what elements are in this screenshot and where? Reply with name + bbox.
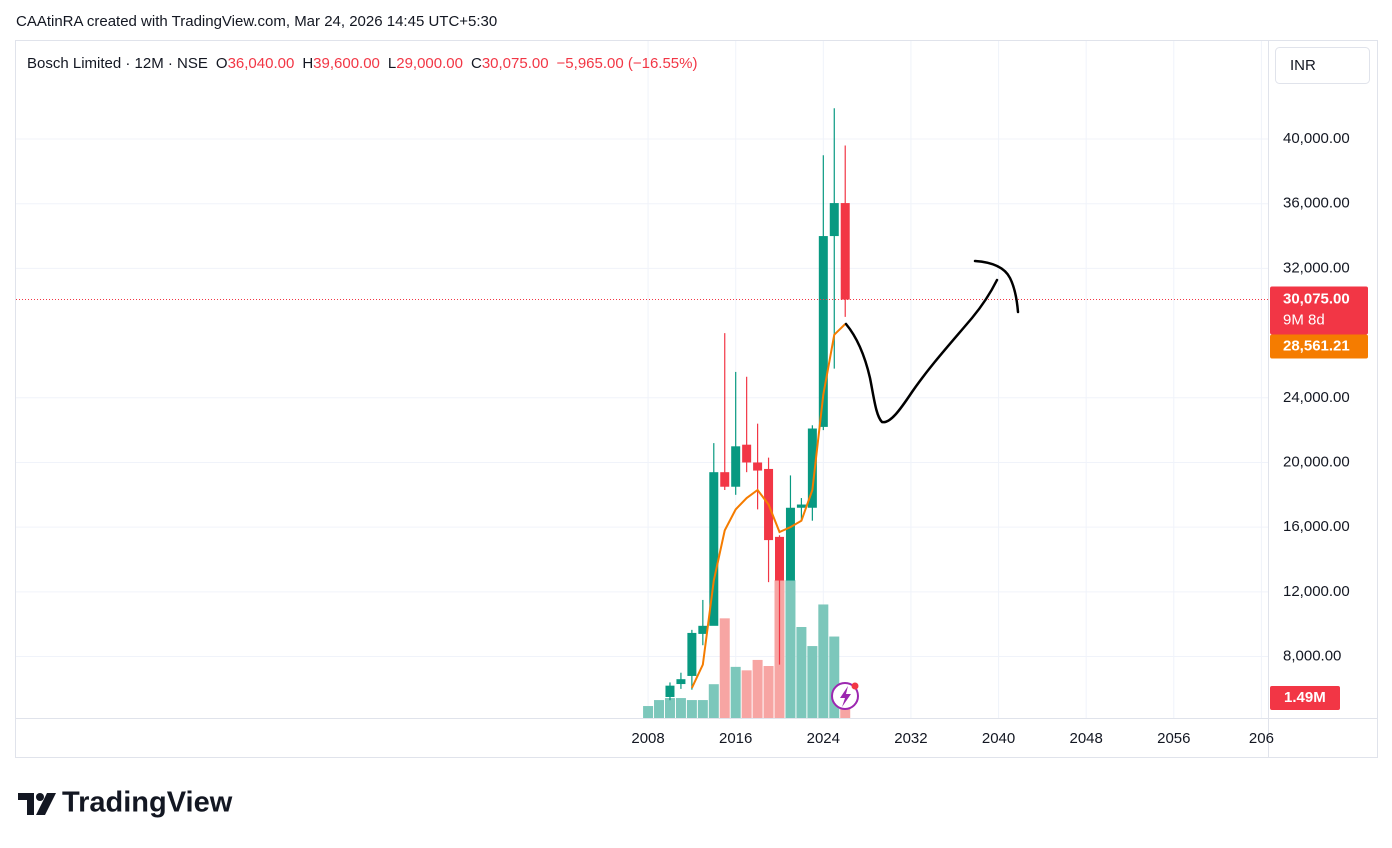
logo-text: TradingView bbox=[62, 787, 233, 819]
volume-bar bbox=[719, 618, 730, 718]
ohlc-key: O bbox=[216, 55, 228, 72]
y-tick-label: 12,000.00 bbox=[1283, 583, 1350, 600]
volume-bar bbox=[643, 706, 654, 718]
last-price-box bbox=[1270, 286, 1368, 335]
ohlc-value: 29,000.00 bbox=[396, 55, 463, 72]
ma-price-label: 28,561.21 bbox=[1283, 338, 1350, 355]
candle-body bbox=[775, 536, 785, 581]
x-tick-label: 2024 bbox=[807, 730, 840, 747]
change: −5,965.00 (−16.55%) bbox=[557, 55, 698, 72]
volume-bar bbox=[654, 700, 665, 718]
symbol-legend: Bosch Limited · 12M · NSE O36,040.00 H39,6… bbox=[27, 55, 698, 72]
drawing-stroke bbox=[973, 259, 1020, 314]
volume-bar bbox=[697, 700, 708, 718]
ohlc-key: C bbox=[471, 55, 482, 72]
candle-body bbox=[698, 625, 708, 634]
y-tick-label: 32,000.00 bbox=[1283, 259, 1350, 276]
y-tick-label: 24,000.00 bbox=[1283, 389, 1350, 406]
candle-body bbox=[818, 236, 828, 427]
y-tick-label: 36,000.00 bbox=[1283, 195, 1350, 212]
volume-bar bbox=[686, 700, 697, 718]
candle-body bbox=[807, 428, 817, 508]
volume-bar bbox=[741, 670, 752, 718]
candle-body bbox=[687, 632, 697, 676]
countdown-label: 9M 8d bbox=[1283, 312, 1325, 329]
candle-body bbox=[676, 679, 686, 685]
x-tick-label: 2056 bbox=[1157, 730, 1190, 747]
volume-bar bbox=[675, 698, 686, 718]
ohlc-key: L bbox=[388, 55, 396, 72]
ma-price-box bbox=[1270, 334, 1368, 359]
ohlc-value: 36,040.00 bbox=[228, 55, 295, 72]
volume-bar bbox=[763, 666, 774, 718]
event-badge[interactable] bbox=[831, 682, 859, 710]
volume-bar bbox=[818, 604, 829, 718]
drawing-stroke bbox=[844, 278, 999, 424]
x-tick-label: 2016 bbox=[719, 730, 752, 747]
candle-body bbox=[829, 203, 839, 237]
candle-body bbox=[840, 203, 850, 300]
x-tick-label: 2032 bbox=[894, 730, 927, 747]
attribution: CAAtinRA created with TradingView.com, M… bbox=[16, 13, 497, 30]
volume-label-box bbox=[1270, 686, 1340, 710]
volume-bar bbox=[730, 666, 741, 718]
currency-button[interactable] bbox=[1275, 47, 1370, 84]
volume-bar bbox=[752, 659, 763, 718]
volume-bar bbox=[664, 698, 675, 718]
ohlc-key: H bbox=[302, 55, 313, 72]
y-tick-label: 8,000.00 bbox=[1283, 648, 1341, 665]
candle-body bbox=[742, 444, 752, 463]
x-tick-label: 2048 bbox=[1069, 730, 1102, 747]
candle-body bbox=[753, 462, 763, 471]
volume-bar bbox=[785, 580, 796, 718]
symbol: Bosch Limited · 12M · NSE bbox=[27, 55, 208, 72]
y-tick-label: 40,000.00 bbox=[1283, 130, 1350, 147]
candle-body bbox=[796, 504, 806, 508]
x-tick-label: 2040 bbox=[982, 730, 1015, 747]
volume-bar bbox=[807, 646, 818, 718]
x-tick-label: 2008 bbox=[631, 730, 664, 747]
ohlc-value: 39,600.00 bbox=[313, 55, 380, 72]
overlay-layer bbox=[16, 299, 1268, 689]
volume-label: 1.49M bbox=[1284, 689, 1326, 706]
y-tick-label: 16,000.00 bbox=[1283, 518, 1350, 535]
volume-layer bbox=[643, 580, 851, 718]
logo: TradingView bbox=[18, 787, 233, 819]
volume-bar bbox=[829, 636, 840, 718]
volume-bar bbox=[796, 627, 807, 718]
y-tick-label: 20,000.00 bbox=[1283, 453, 1350, 470]
volume-bar bbox=[840, 705, 851, 718]
candle-body bbox=[785, 507, 795, 581]
candle-body bbox=[731, 446, 741, 487]
candle-body bbox=[720, 472, 730, 487]
chart-frame bbox=[15, 40, 1378, 758]
volume-bar bbox=[708, 684, 719, 718]
last-price-label: 30,075.00 bbox=[1283, 291, 1350, 308]
candle-body bbox=[665, 685, 675, 697]
x-tick-label: 206 bbox=[1249, 730, 1274, 747]
currency-label: INR bbox=[1290, 57, 1316, 74]
ohlc-value: 30,075.00 bbox=[482, 55, 549, 72]
moving-average-line bbox=[690, 323, 846, 689]
candle-body bbox=[709, 472, 719, 626]
